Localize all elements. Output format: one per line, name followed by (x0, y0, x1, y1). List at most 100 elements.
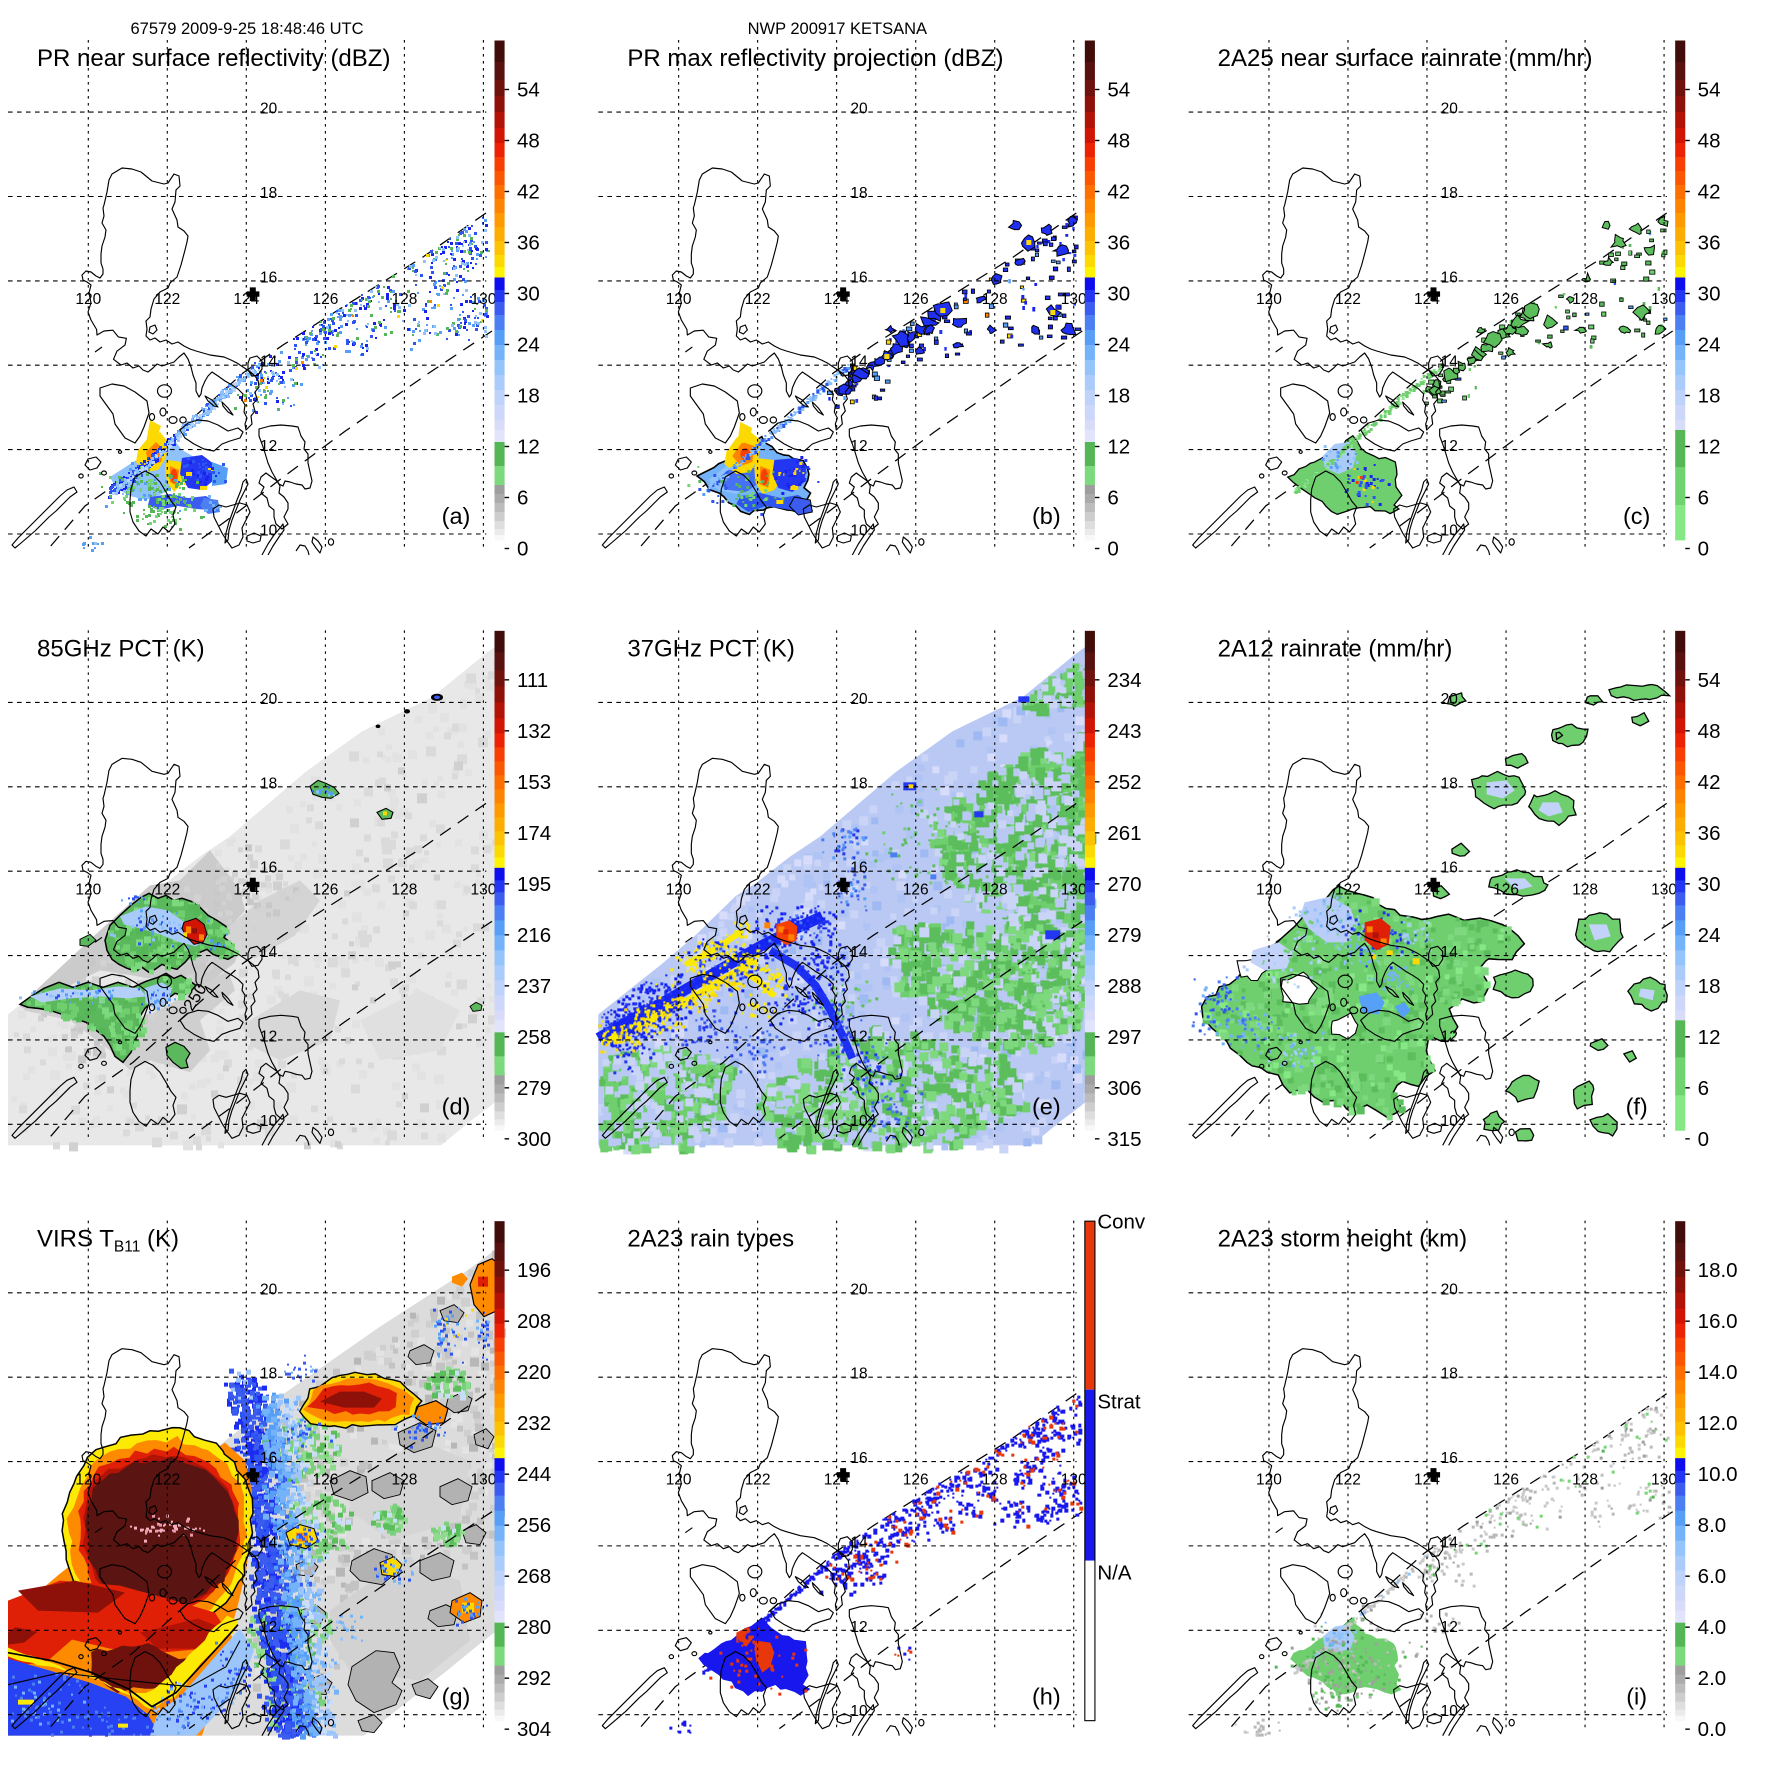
svg-text:10: 10 (850, 1703, 868, 1720)
svg-text:20: 20 (260, 1281, 278, 1298)
svg-text:128: 128 (391, 1472, 417, 1489)
svg-text:279: 279 (1107, 924, 1141, 947)
svg-text:14: 14 (850, 944, 868, 961)
svg-text:128: 128 (982, 1472, 1008, 1489)
svg-text:130: 130 (1651, 291, 1677, 308)
svg-text:258: 258 (517, 1026, 551, 1049)
svg-text:30: 30 (1107, 283, 1130, 306)
svg-text:2A25 near surface rainrate (mm: 2A25 near surface rainrate (mm/hr) (1218, 45, 1593, 72)
svg-text:237: 237 (517, 975, 551, 998)
svg-text:24: 24 (1698, 334, 1721, 357)
svg-text:122: 122 (154, 291, 180, 308)
svg-text:16: 16 (260, 269, 277, 286)
svg-text:(i): (i) (1626, 1684, 1647, 1710)
svg-text:54: 54 (1698, 669, 1721, 692)
svg-text:14: 14 (1441, 944, 1459, 961)
svg-text:18: 18 (260, 1366, 277, 1383)
svg-text:10: 10 (850, 1113, 868, 1130)
svg-text:244: 244 (517, 1463, 551, 1486)
svg-text:128: 128 (1572, 881, 1598, 898)
svg-text:48: 48 (1107, 130, 1130, 153)
svg-text:N/A: N/A (1097, 1562, 1132, 1585)
svg-text:122: 122 (1335, 881, 1361, 898)
svg-text:130: 130 (1061, 1472, 1087, 1489)
svg-text:126: 126 (903, 881, 929, 898)
svg-text:18: 18 (1698, 975, 1721, 998)
svg-text:48: 48 (517, 130, 540, 153)
svg-text:18: 18 (1107, 385, 1130, 408)
svg-text:24: 24 (1107, 334, 1130, 357)
svg-text:280: 280 (517, 1616, 551, 1639)
svg-text:120: 120 (666, 881, 692, 898)
svg-text:(h): (h) (1032, 1684, 1061, 1710)
svg-text:153: 153 (517, 771, 551, 794)
svg-text:(d): (d) (442, 1093, 471, 1119)
svg-text:128: 128 (982, 881, 1008, 898)
svg-text:130: 130 (1651, 881, 1677, 898)
svg-text:292: 292 (517, 1667, 551, 1690)
svg-text:128: 128 (1572, 291, 1598, 308)
svg-text:18: 18 (850, 775, 867, 792)
svg-text:6: 6 (1698, 1077, 1709, 1100)
svg-text:234: 234 (1107, 669, 1141, 692)
svg-text:(f): (f) (1626, 1093, 1648, 1119)
svg-text:12: 12 (517, 436, 540, 459)
svg-text:128: 128 (391, 291, 417, 308)
svg-text:18: 18 (850, 1366, 867, 1383)
svg-text:111: 111 (517, 669, 548, 692)
svg-text:14: 14 (260, 944, 278, 961)
svg-text:0: 0 (517, 538, 528, 561)
svg-text:PR max reflectivity projection: PR max reflectivity projection (dBZ) (627, 45, 1003, 72)
svg-text:20: 20 (1441, 691, 1459, 708)
svg-text:120: 120 (1256, 881, 1282, 898)
svg-text:36: 36 (1107, 232, 1130, 255)
svg-text:0: 0 (1698, 1128, 1709, 1151)
svg-text:54: 54 (517, 79, 540, 102)
svg-text:120: 120 (1256, 291, 1282, 308)
svg-text:16.0: 16.0 (1698, 1310, 1738, 1333)
svg-text:196: 196 (517, 1259, 551, 1282)
svg-text:18: 18 (1441, 1366, 1458, 1383)
svg-text:14: 14 (1441, 354, 1459, 371)
svg-text:122: 122 (154, 1472, 180, 1489)
svg-text:16: 16 (1441, 269, 1458, 286)
svg-text:270: 270 (1107, 873, 1141, 896)
svg-text:30: 30 (1698, 283, 1721, 306)
svg-text:16: 16 (260, 1450, 277, 1467)
svg-text:6: 6 (517, 487, 528, 510)
svg-text:2A12 rainrate (mm/hr): 2A12 rainrate (mm/hr) (1218, 635, 1453, 662)
svg-text:122: 122 (745, 1472, 771, 1489)
svg-text:122: 122 (745, 881, 771, 898)
svg-text:2.0: 2.0 (1698, 1667, 1727, 1690)
svg-text:16: 16 (1441, 1450, 1458, 1467)
svg-text:14: 14 (260, 354, 278, 371)
svg-text:(b): (b) (1032, 503, 1061, 529)
svg-text:126: 126 (312, 881, 338, 898)
svg-text:252: 252 (1107, 771, 1141, 794)
svg-text:85GHz PCT (K): 85GHz PCT (K) (37, 635, 205, 662)
svg-text:126: 126 (312, 1472, 338, 1489)
svg-text:54: 54 (1107, 79, 1130, 102)
svg-text:16: 16 (850, 1450, 867, 1467)
svg-text:128: 128 (1572, 1472, 1598, 1489)
svg-text:14: 14 (850, 1534, 868, 1551)
svg-text:14: 14 (1441, 1534, 1459, 1551)
svg-text:232: 232 (517, 1412, 551, 1435)
svg-text:16: 16 (850, 269, 867, 286)
svg-text:42: 42 (517, 181, 540, 204)
svg-text:120: 120 (75, 1472, 101, 1489)
svg-text:130: 130 (1061, 881, 1087, 898)
svg-text:126: 126 (903, 291, 929, 308)
svg-text:20: 20 (850, 101, 868, 118)
svg-text:130: 130 (470, 881, 496, 898)
svg-text:300: 300 (517, 1128, 551, 1151)
svg-text:288: 288 (1107, 975, 1141, 998)
svg-text:6: 6 (1107, 487, 1118, 510)
svg-text:18: 18 (1441, 185, 1458, 202)
svg-text:268: 268 (517, 1565, 551, 1588)
svg-text:130: 130 (1061, 291, 1087, 308)
svg-text:20: 20 (1441, 1281, 1459, 1298)
svg-text:120: 120 (75, 881, 101, 898)
svg-text:261: 261 (1107, 822, 1141, 845)
svg-text:6.0: 6.0 (1698, 1565, 1727, 1588)
